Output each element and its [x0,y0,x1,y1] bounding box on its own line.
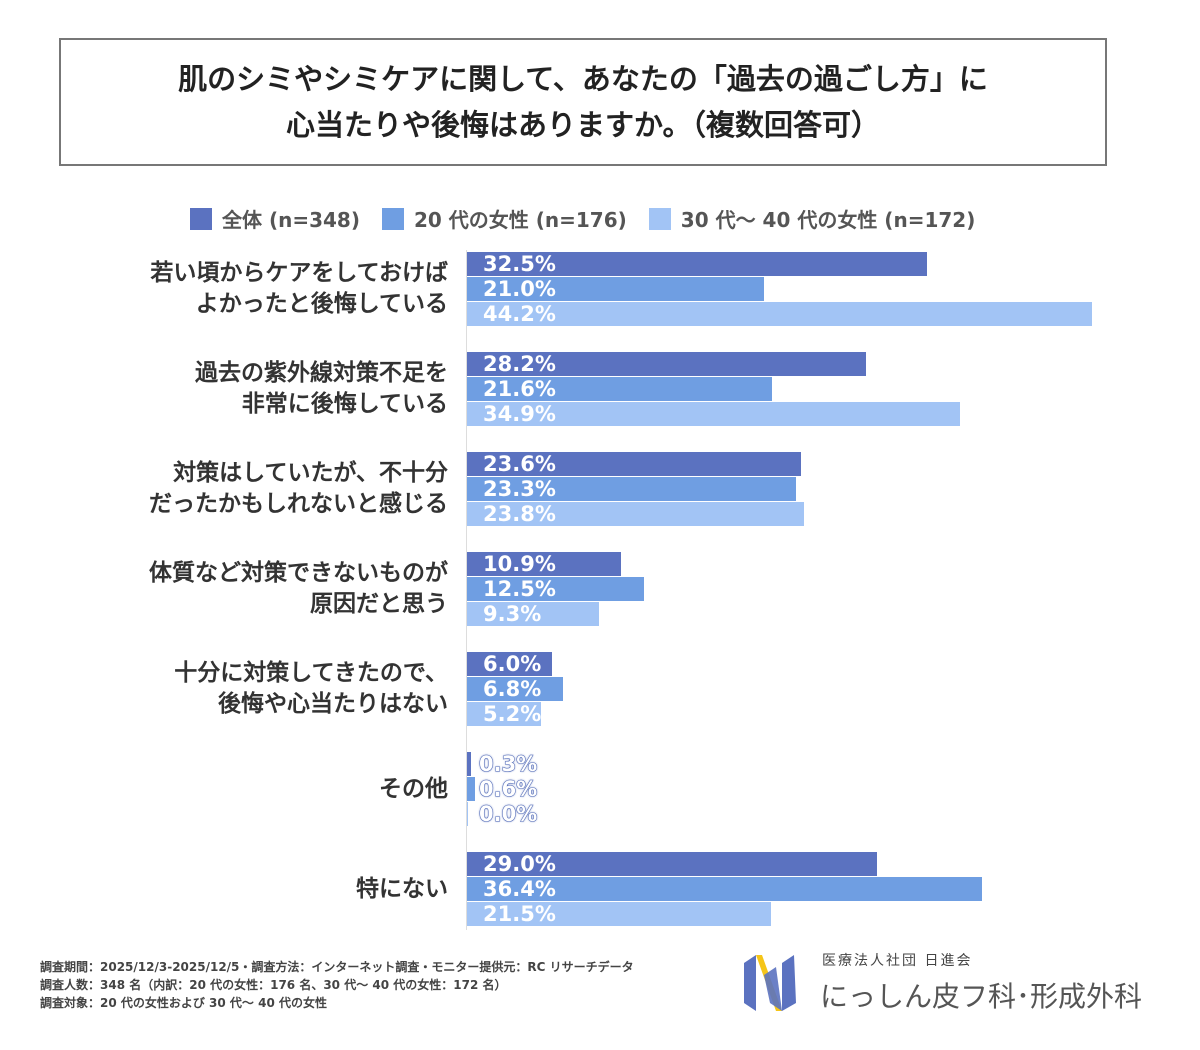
bar [467,652,552,676]
data-label: 32.5% [483,252,556,276]
bar [467,302,1092,326]
legend-item-0: 全体 (n=348) [190,204,360,233]
data-label: 23.6% [483,452,556,476]
title-line-1: 肌のシミやシミケアに関して、あなたの「過去の過ごし方」に [178,62,988,96]
clinic-name: にっしん皮フ科･形成外科 [820,980,1143,1013]
category-label: 十分に対策してきたので、 後悔や心当たりはない [174,660,448,717]
bar [467,702,541,726]
category-label: 体質など対策できないものが 原因だと思う [149,560,448,617]
category-axis [466,250,467,930]
category-label: 対策はしていたが、不十分 だったかもしれないと感じる [149,460,448,517]
legend-label: 20 代の女性 (n=176) [414,208,627,232]
chart-title: 肌のシミやシミケアに関して、あなたの「過去の過ごし方」に 心当たりや後悔はありま… [59,38,1107,166]
data-label: 0.0% [478,802,538,827]
bar [467,777,476,801]
category-label: その他 [379,775,448,802]
bar [467,577,644,601]
legend-item-2: 30 代～ 40 代の女性 (n=172) [648,204,976,233]
data-label: 28.2% [483,352,556,376]
data-label: 29.0% [483,852,556,876]
bar [467,902,771,926]
legend-item-1: 20 代の女性 (n=176) [382,204,627,233]
survey-target: 調査対象：20 代の女性および 30 代～ 40 代の女性 [40,996,327,1010]
data-label: 9.3% [483,602,542,626]
clinic-logo-icon [744,955,796,1011]
category-label: 若い頃からケアをしておけば よかったと後悔している [150,260,448,317]
bar [467,877,982,901]
data-label: 21.5% [483,902,556,926]
bar [467,402,961,426]
legend-swatch [190,207,212,230]
bar [467,452,801,476]
data-label: 21.6% [483,377,556,401]
data-label: 34.9% [483,402,556,426]
legend-label: 全体 (n=348) [222,208,360,232]
survey-count: 調査人数：348 名（内訳：20 代の女性：176 名、30 代～ 40 代の女… [40,978,507,992]
title-line-2: 心当たりや後悔はありますか。（複数回答可） [286,108,880,142]
data-label: 6.8% [483,677,542,701]
bar [467,277,764,301]
data-label: 0.6% [478,777,538,802]
bar [467,752,472,776]
data-label: 10.9% [483,552,556,576]
bar [467,677,564,701]
legend: 全体 (n=348) 20 代の女性 (n=176) 30 代～ 40 代の女性 (… [190,204,975,233]
bar [467,252,927,276]
legend-swatch [382,207,404,230]
data-label: 36.4% [483,877,556,901]
data-label: 12.5% [483,577,556,601]
legend-label: 30 代～ 40 代の女性 (n=172) [680,208,976,232]
bar [467,352,866,376]
bar [467,552,622,576]
bar [467,802,468,826]
data-label: 23.8% [483,502,556,526]
category-label: 特にない [356,875,448,902]
data-label: 0.3% [478,752,538,777]
data-label: 5.2% [483,702,542,726]
bar [467,502,804,526]
bar [467,852,878,876]
data-label: 23.3% [483,477,556,501]
bar [467,477,797,501]
bar [467,377,773,401]
category-label: 過去の紫外線対策不足を 非常に後悔している [195,360,448,417]
bar [467,602,599,626]
legend-swatch [648,207,671,230]
data-label: 6.0% [483,652,542,676]
data-label: 21.0% [483,277,556,301]
org-name: 医療法人社団 日進会 [822,953,973,969]
survey-notes: 調査期間：2025/12/3-2025/12/5・調査方法：インターネット調査・… [40,958,634,1012]
data-label: 44.2% [483,302,556,326]
survey-period: 調査期間：2025/12/3-2025/12/5・調査方法：インターネット調査・… [40,960,634,974]
